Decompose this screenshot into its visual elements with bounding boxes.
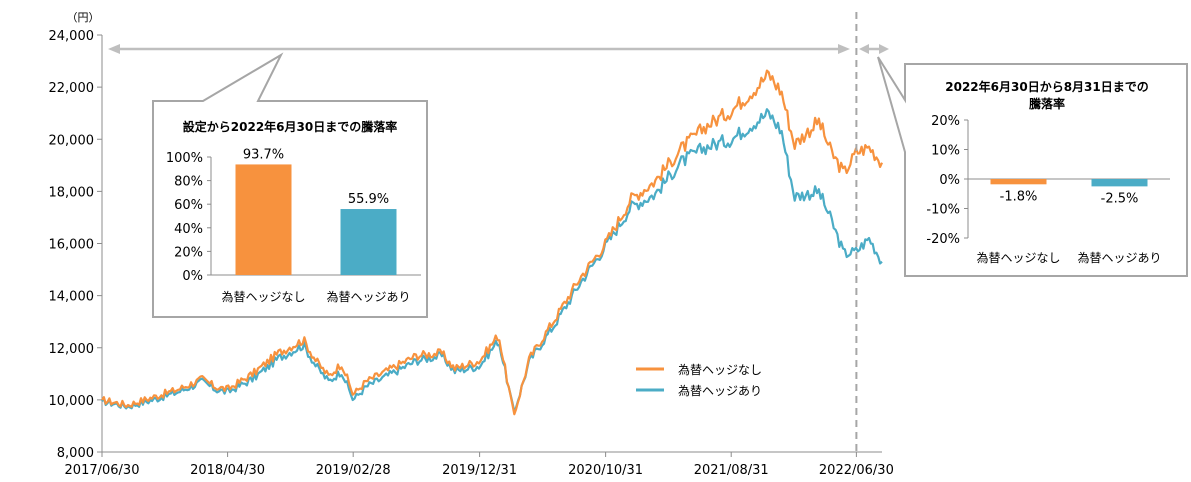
- series-line-1: [101, 108, 883, 413]
- inset-title: 設定から2022年6月30日までの騰落率: [183, 119, 397, 134]
- inset-bar-value-label-1: -2.5%: [1101, 191, 1139, 206]
- inset-bar-value-label-0: 93.7%: [243, 147, 284, 162]
- y-tick-label: 24,000: [49, 29, 95, 44]
- inset-bar-1: [1091, 179, 1148, 187]
- arrow-head-left-2: [859, 44, 869, 54]
- inset-chart-since-inception: 設定から2022年6月30日までの騰落率 100% 80% 60% 40% 20% 0% 93…: [152, 52, 428, 318]
- inset-bar-value-label-0: -1.8%: [1000, 189, 1038, 204]
- legend-label-1: 為替ヘッジあり: [678, 384, 762, 398]
- y-tick-label: 14,000: [49, 290, 95, 305]
- y-tick-label: 16,000: [49, 238, 95, 253]
- inset-category-label-1: 為替ヘッジあり: [326, 290, 410, 304]
- inset-y-tick-label: -20%: [926, 232, 960, 247]
- inset-bar-1: [340, 209, 397, 275]
- legend-label-0: 為替ヘッジなし: [678, 363, 762, 377]
- y-tick-label: 10,000: [49, 394, 95, 409]
- y-tick-label: 12,000: [49, 342, 95, 357]
- x-tick-label: 2019/12/31: [442, 463, 517, 478]
- x-tick-label: 2020/10/31: [568, 463, 643, 478]
- inset-y-tick-label: 80%: [174, 175, 203, 190]
- inset-title-line-1: 2022年6月30日から8月31日までの: [945, 79, 1149, 94]
- inset-bar-0: [235, 164, 292, 275]
- inset-y-tick-label: 100%: [166, 151, 203, 166]
- inset-title: 2022年6月30日から8月31日までの騰落率: [945, 79, 1149, 111]
- x-tick-label: 2019/02/28: [316, 463, 391, 478]
- x-tick-label: 2021/08/31: [694, 463, 769, 478]
- y-tick-label: 8,000: [57, 446, 94, 461]
- main-chart-axes: （円） 24,000 22,000 20,000 18,000 16,000 14,000 1…: [49, 11, 894, 478]
- arrow-head-right-2: [879, 44, 889, 54]
- inset-y-tick-label: 20%: [931, 114, 960, 129]
- callout-box: [877, 56, 1188, 277]
- inset-y-tick-label: 10%: [931, 144, 960, 159]
- inset-y-tick-label: 0%: [182, 269, 203, 284]
- inset-bar-0: [990, 179, 1047, 185]
- inset-y-tick-label: 40%: [174, 222, 203, 237]
- arrow-head-left: [108, 44, 120, 54]
- x-tick-label: 2022/06/30: [819, 463, 894, 478]
- inset-chart-recent-period: 2022年6月30日から8月31日までの騰落率 20% 10% 0% -10% -20% -…: [877, 56, 1188, 277]
- arrow-head-right: [838, 44, 850, 54]
- main-chart-lines: [101, 69, 884, 416]
- inset-category-label-0: 為替ヘッジなし: [221, 290, 305, 304]
- y-tick-label: 22,000: [49, 81, 95, 96]
- x-tick-label: 2017/06/30: [65, 463, 140, 478]
- y-tick-label: 20,000: [49, 133, 95, 148]
- inset-category-label-0: 為替ヘッジなし: [976, 251, 1060, 265]
- series-line-0: [101, 69, 884, 416]
- y-tick-label: 18,000: [49, 185, 95, 200]
- inset-bar-value-label-1: 55.9%: [348, 192, 389, 207]
- inset-y-tick-label: 60%: [174, 198, 203, 213]
- x-tick-label: 2018/04/30: [190, 463, 265, 478]
- inset-y-tick-label: 0%: [939, 173, 960, 188]
- period-annotations: [108, 12, 889, 452]
- y-axis-unit-label: （円）: [67, 11, 100, 24]
- inset-y-tick-label: -10%: [926, 203, 960, 218]
- inset-category-label-1: 為替ヘッジあり: [1077, 251, 1161, 265]
- inset-title-line-2: 騰落率: [1029, 96, 1065, 111]
- inset-y-tick-label: 20%: [174, 245, 203, 260]
